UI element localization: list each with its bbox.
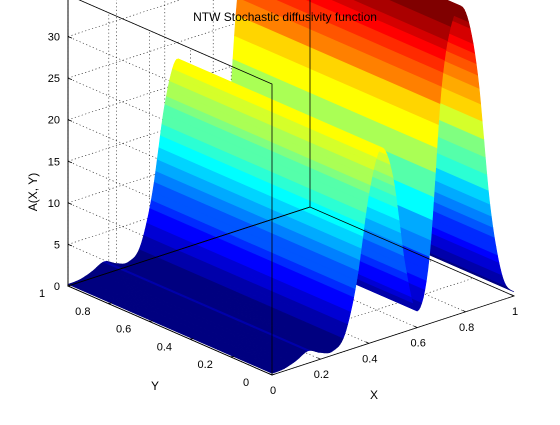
z-tick-label: 10 (48, 198, 60, 210)
y-tick-mark (190, 338, 194, 340)
grid-line-floor-x (261, 222, 466, 313)
x-tick-label: 0 (270, 385, 276, 397)
y-tick-label: 1 (39, 288, 45, 300)
z-tick-mark (67, 160, 73, 164)
x-tick-mark (365, 341, 369, 344)
z-tick-label: 25 (48, 73, 60, 85)
x-tick-mark (462, 309, 466, 313)
z-tick-label: 20 (48, 115, 60, 127)
left-wall-frame (67, 0, 273, 376)
z-axis-label: A(X, Y) (26, 173, 40, 211)
z-tick-mark (67, 119, 73, 122)
y-tick-label: 0.4 (157, 341, 172, 353)
z-tick-label: 15 (48, 156, 60, 168)
z-tick-label: 5 (54, 239, 60, 251)
x-tick-label: 0.2 (314, 369, 329, 381)
back-wall-frame (67, 0, 311, 287)
x-axis-label: X (370, 388, 378, 402)
x-tick-label: 0.4 (362, 353, 377, 365)
z-tick-label: 35 (48, 0, 60, 2)
x-tick-mark (317, 357, 321, 360)
y-tick-mark (108, 302, 112, 305)
x-tick-mark (414, 325, 418, 328)
x-tick-label: 0.6 (411, 338, 426, 350)
y-tick-mark (231, 355, 235, 358)
y-tick-label: 0.2 (198, 359, 213, 371)
x-tick-label: 0.8 (459, 322, 474, 334)
z-tick-mark (67, 285, 73, 288)
grid-line-floor-x (213, 238, 418, 328)
y-tick-mark (149, 320, 153, 322)
x-tick-label: 1 (512, 306, 518, 318)
tick-layer: 00.20.40.60.8100.20.40.60.81051015202530… (39, 0, 518, 397)
z-tick-mark (67, 244, 73, 247)
y-tick-mark (271, 373, 276, 376)
z-tick-mark (67, 202, 73, 205)
y-tick-label: 0.8 (75, 306, 90, 318)
frame-layer (66, 0, 516, 376)
z-tick-label: 30 (48, 32, 60, 44)
chart-title: NTW Stochastic diffusivity function (193, 10, 377, 24)
y-tick-label: 0.6 (116, 324, 131, 336)
x-tick-mark (268, 373, 273, 376)
y-tick-label: 0 (243, 377, 249, 389)
z-tick-mark (67, 36, 73, 39)
surface-layer (67, 0, 515, 374)
x-tick-mark (510, 294, 515, 297)
z-tick-mark (67, 77, 73, 81)
y-axis-label: Y (151, 379, 159, 393)
surface-strip (67, 283, 275, 374)
z-tick-label: 0 (54, 281, 60, 293)
